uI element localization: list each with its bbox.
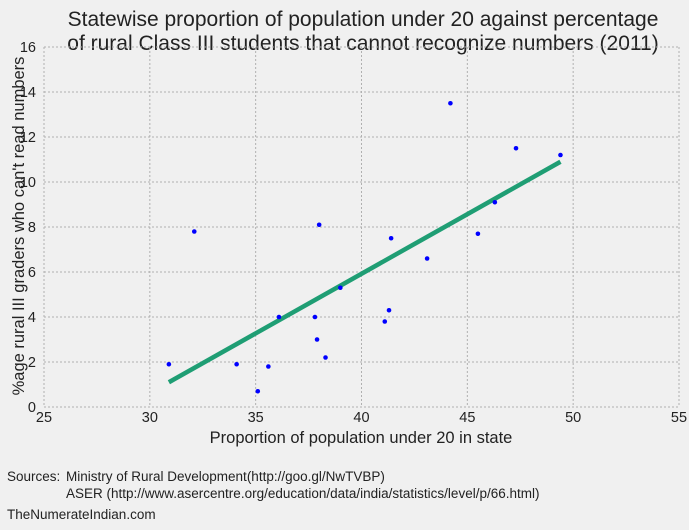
data-point <box>513 145 519 151</box>
data-point <box>312 314 318 320</box>
y-tick-label: 10 <box>20 175 36 191</box>
data-point <box>338 285 343 291</box>
x-tick-label: 40 <box>353 410 369 426</box>
y-tick-label: 6 <box>28 265 36 281</box>
data-point <box>388 235 394 241</box>
x-tick-label: 45 <box>459 410 475 426</box>
y-tick-label: 4 <box>28 310 36 326</box>
points-layer <box>166 100 563 394</box>
data-point <box>234 361 239 367</box>
data-point <box>276 314 282 320</box>
x-tick-label: 30 <box>142 410 158 426</box>
data-point <box>314 337 320 342</box>
chart-title-line-2: of rural Class III students that cannot … <box>67 32 658 55</box>
source-1: Ministry of Rural Development(http://goo… <box>66 469 385 484</box>
trendline <box>167 159 562 385</box>
chart-title-line-1: Statewise proportion of population under… <box>68 8 659 31</box>
source-2: ASER (http://www.asercentre.org/educatio… <box>66 486 540 501</box>
data-point <box>424 256 430 261</box>
y-tick-label: 12 <box>20 130 36 146</box>
grid <box>43 46 680 408</box>
y-axis-label: %age rural III graders who can't read nu… <box>10 57 28 396</box>
data-point <box>266 364 271 369</box>
data-point <box>448 100 453 106</box>
y-tick-label: 8 <box>28 220 36 236</box>
trendline-layer <box>167 159 562 385</box>
data-point <box>316 222 322 228</box>
y-tick-label: 14 <box>20 85 36 101</box>
x-tick-label: 35 <box>248 410 264 426</box>
data-point <box>166 361 172 367</box>
data-point <box>382 319 388 324</box>
sources-label: Sources: <box>7 469 61 484</box>
data-point <box>323 355 328 360</box>
brand: TheNumerateIndian.com <box>7 507 156 522</box>
data-point <box>191 229 197 234</box>
data-point <box>386 307 392 313</box>
x-tick-label: 55 <box>671 410 687 426</box>
y-tick-label: 0 <box>28 400 36 416</box>
x-axis-label: Proportion of population under 20 in sta… <box>210 429 513 447</box>
x-tick-label: 50 <box>565 410 581 426</box>
x-tick-label: 25 <box>36 410 52 426</box>
tick-labels: 25 30 35 40 45 50 55 0 2 4 6 8 10 12 14 16 <box>20 40 687 426</box>
data-point <box>558 152 563 158</box>
data-point <box>255 388 261 394</box>
y-tick-label: 16 <box>20 40 36 56</box>
data-point <box>492 199 498 205</box>
data-point <box>475 231 481 237</box>
y-tick-label: 2 <box>28 355 36 371</box>
